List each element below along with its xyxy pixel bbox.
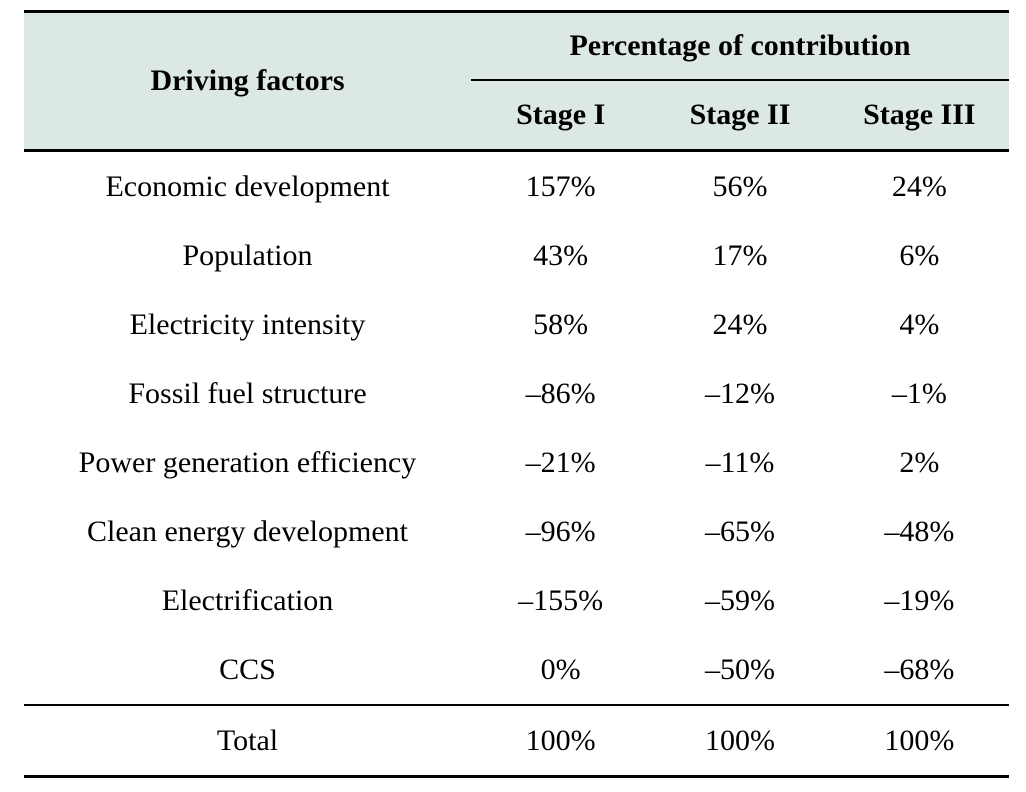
total-rule bbox=[24, 704, 1009, 706]
table-body: Economic development 157% 56% 24% Popula… bbox=[24, 152, 1009, 704]
total-stage-2: 100% bbox=[704, 723, 775, 757]
stage-2-cell: 17% bbox=[712, 238, 768, 272]
factor-cell: Power generation efficiency bbox=[78, 445, 417, 479]
total-stage-3: 100% bbox=[884, 723, 955, 757]
stage-2-cell: 24% bbox=[712, 307, 768, 341]
stage-1-cell: 58% bbox=[533, 307, 589, 341]
top-rule bbox=[24, 10, 1009, 13]
table-row: Electrification –155% –59% –19% bbox=[24, 566, 1009, 635]
stage-header-row: Stage I Stage II Stage III bbox=[471, 81, 1009, 149]
table-row: CCS 0% –50% –68% bbox=[24, 635, 1009, 704]
factor-cell: Fossil fuel structure bbox=[128, 376, 367, 410]
factor-cell: Economic development bbox=[105, 169, 390, 203]
stage-2-cell: –50% bbox=[704, 652, 775, 686]
header-rule bbox=[24, 149, 1009, 152]
factor-cell: Electrification bbox=[161, 583, 334, 617]
table-row: Clean energy development –96% –65% –48% bbox=[24, 497, 1009, 566]
stage-1-cell: 0% bbox=[540, 652, 581, 686]
stage-3-cell: 4% bbox=[899, 307, 940, 341]
table-header: Driving factors Percentage of contributi… bbox=[24, 13, 1009, 149]
stage-3-cell: –1% bbox=[891, 376, 947, 410]
stage-1-cell: –86% bbox=[525, 376, 596, 410]
header-stage-2: Stage II bbox=[689, 98, 791, 131]
stage-2-cell: –59% bbox=[704, 583, 775, 617]
table-row: Population 43% 17% 6% bbox=[24, 221, 1009, 290]
stage-3-cell: 2% bbox=[899, 445, 940, 479]
header-stage-3: Stage III bbox=[863, 98, 976, 131]
header-stage-1: Stage I bbox=[516, 98, 606, 131]
group-rule bbox=[471, 79, 1009, 81]
table-row: Fossil fuel structure –86% –12% –1% bbox=[24, 359, 1009, 428]
stage-3-cell: –48% bbox=[884, 514, 955, 548]
stage-1-cell: –155% bbox=[518, 583, 604, 617]
total-label: Total bbox=[216, 723, 279, 757]
table-row: Electricity intensity 58% 24% 4% bbox=[24, 290, 1009, 359]
stage-2-cell: 56% bbox=[712, 169, 768, 203]
stage-2-cell: –11% bbox=[705, 445, 775, 479]
stage-3-cell: –68% bbox=[884, 652, 955, 686]
stage-1-cell: 43% bbox=[533, 238, 589, 272]
stage-2-cell: –12% bbox=[704, 376, 775, 410]
factor-cell: Electricity intensity bbox=[129, 307, 366, 341]
table-row: Economic development 157% 56% 24% bbox=[24, 152, 1009, 221]
stage-1-cell: 157% bbox=[525, 169, 596, 203]
stage-3-cell: –19% bbox=[884, 583, 955, 617]
factor-cell: Population bbox=[182, 238, 313, 272]
header-driving-factors: Driving factors bbox=[150, 64, 345, 97]
header-percentage-of-contribution: Percentage of contribution bbox=[569, 29, 911, 62]
factor-cell: Clean energy development bbox=[86, 514, 408, 548]
total-stage-1: 100% bbox=[525, 723, 596, 757]
table-row: Power generation efficiency –21% –11% 2% bbox=[24, 428, 1009, 497]
stage-2-cell: –65% bbox=[704, 514, 775, 548]
total-row: Total 100% 100% 100% bbox=[24, 706, 1009, 775]
bottom-rule bbox=[24, 775, 1009, 778]
stage-3-cell: 24% bbox=[891, 169, 947, 203]
stage-3-cell: 6% bbox=[899, 238, 940, 272]
factor-cell: CCS bbox=[219, 652, 276, 686]
stage-1-cell: –21% bbox=[525, 445, 596, 479]
contribution-table: Driving factors Percentage of contributi… bbox=[24, 10, 1009, 778]
stage-1-cell: –96% bbox=[525, 514, 596, 548]
